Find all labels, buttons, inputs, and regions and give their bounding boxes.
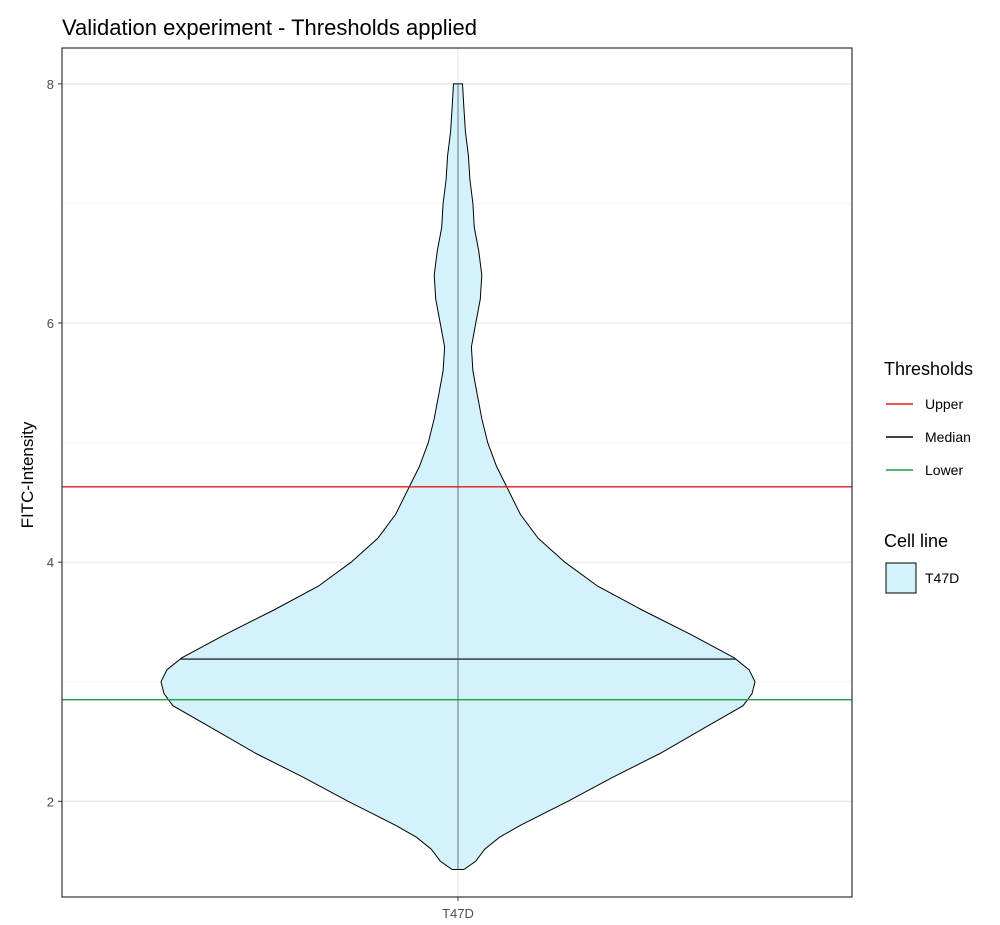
y-tick-label: 8 [47, 77, 54, 92]
y-tick-label: 6 [47, 316, 54, 331]
panel-border [61, 47, 853, 898]
y-tick-label: 4 [47, 555, 54, 570]
y-axis-title: FITC-Intensity [18, 421, 37, 528]
y-tick-label: 2 [47, 794, 54, 809]
plot-panel: 2 4 6 8 T47D [47, 47, 853, 921]
x-tick-label: T47D [442, 906, 474, 921]
legend: Thresholds Cell line Upper Median Lower T47… [884, 359, 973, 594]
legend-cell-line-title: Cell line [884, 531, 948, 551]
legend-label-cell-line: T47D [925, 570, 959, 586]
legend-key-cell-line [885, 562, 917, 594]
legend-label-median: Median [925, 429, 971, 445]
legend-thresholds-title: Thresholds [884, 359, 973, 379]
legend-label-upper: Upper [925, 396, 963, 412]
chart-title: Validation experiment - Thresholds appli… [62, 15, 477, 40]
legend-label-lower: Lower [925, 462, 963, 478]
